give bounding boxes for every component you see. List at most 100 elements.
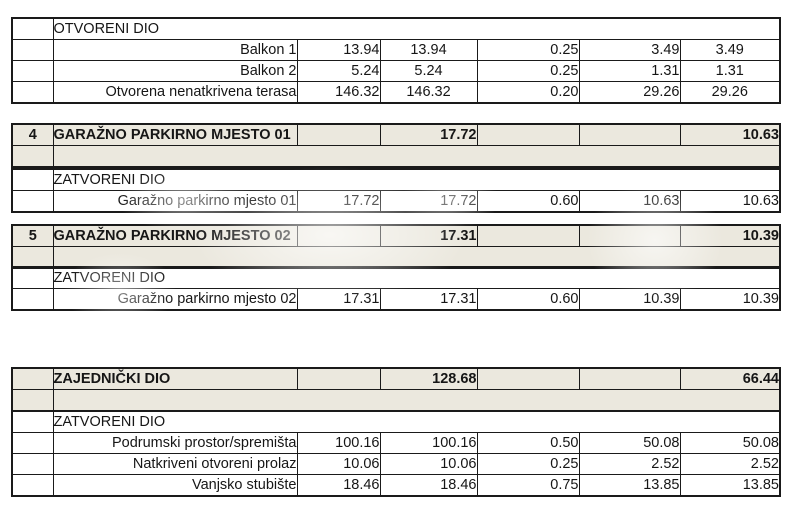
value-area: 17.72	[296, 190, 381, 213]
value-share: 1.31	[578, 60, 681, 82]
value-area-dup: 10.06	[379, 453, 478, 475]
row-number-cell	[11, 410, 54, 433]
value-area: 146.32	[296, 81, 381, 104]
row-number-cell	[11, 432, 54, 454]
row-number-cell	[11, 60, 54, 82]
item-label: Balkon 1	[52, 39, 298, 61]
subheader-label: ZATVORENI DIO	[52, 168, 781, 191]
section-zajednicki-header-block: ZAJEDNIČKI DIO 128.68 66.44	[11, 367, 781, 412]
row-number-cell	[11, 81, 54, 104]
value-area: 100.16	[296, 432, 381, 454]
section-total-area: 17.72	[379, 123, 478, 146]
spacer-row	[11, 145, 781, 168]
value-share: 50.08	[578, 432, 681, 454]
detail-row: Podrumski prostor/spremišta 100.16 100.1…	[11, 432, 781, 454]
detail-row: Garažno parkirno mjesto 01 17.72 17.72 0…	[11, 190, 781, 213]
row-number-cell	[11, 474, 54, 497]
section-title: GARAŽNO PARKIRNO MJESTO 02	[52, 224, 298, 247]
subheader-label: ZATVORENI DIO	[52, 410, 781, 433]
section-number: 4	[11, 123, 54, 146]
detail-row: Vanjsko stubište 18.46 18.46 0.75 13.85 …	[11, 474, 781, 497]
value-coefficient: 0.25	[476, 60, 580, 82]
section-title: GARAŽNO PARKIRNO MJESTO 01	[52, 123, 298, 146]
value-share-dup: 1.31	[679, 60, 781, 82]
value-coefficient: 0.25	[476, 39, 580, 61]
item-label: Garažno parkirno mjesto 02	[52, 288, 298, 311]
section-header-row: ZAJEDNIČKI DIO 128.68 66.44	[11, 367, 781, 390]
detail-row: Garažno parkirno mjesto 02 17.31 17.31 0…	[11, 288, 781, 311]
value-area: 13.94	[296, 39, 381, 61]
value-share-dup: 10.63	[679, 190, 781, 213]
row-number-cell	[11, 190, 54, 213]
section-4-header-block: 4 GARAŽNO PARKIRNO MJESTO 01 17.72 10.63	[11, 123, 781, 168]
section-total-share: 66.44	[679, 367, 781, 390]
value-coefficient: 0.20	[476, 81, 580, 104]
value-share: 29.26	[578, 81, 681, 104]
value-area-dup: 18.46	[379, 474, 478, 497]
value-coefficient: 0.25	[476, 453, 580, 475]
subheader-row: ZATVORENI DIO	[11, 266, 781, 289]
value-coefficient: 0.50	[476, 432, 580, 454]
detail-row: Balkon 1 13.94 13.94 0.25 3.49 3.49	[11, 39, 781, 61]
row-number-cell	[11, 288, 54, 311]
value-area: 5.24	[296, 60, 381, 82]
section-header-row: 5 GARAŽNO PARKIRNO MJESTO 02 17.31 10.39	[11, 224, 781, 247]
value-share-dup: 2.52	[679, 453, 781, 475]
item-label: Garažno parkirno mjesto 01	[52, 190, 298, 213]
value-area-dup: 5.24	[379, 60, 478, 82]
value-area-dup: 100.16	[379, 432, 478, 454]
section-zajednicki-detail-block: ZATVORENI DIO Podrumski prostor/spremišt…	[11, 410, 781, 497]
row-number-cell	[11, 39, 54, 61]
value-area-dup: 17.72	[379, 190, 478, 213]
value-area-dup: 146.32	[379, 81, 478, 104]
value-coefficient: 0.75	[476, 474, 580, 497]
value-share: 10.63	[578, 190, 681, 213]
row-number-cell	[11, 17, 54, 40]
value-share: 3.49	[578, 39, 681, 61]
detail-row: Balkon 2 5.24 5.24 0.25 1.31 1.31	[11, 60, 781, 82]
value-area-dup: 13.94	[379, 39, 478, 61]
subheader-row: ZATVORENI DIO	[11, 168, 781, 191]
value-coefficient: 0.60	[476, 190, 580, 213]
item-label: Vanjsko stubište	[52, 474, 298, 497]
item-label: Otvorena nenatkrivena terasa	[52, 81, 298, 104]
subheader-row: ZATVORENI DIO	[11, 410, 781, 433]
subheader-label: ZATVORENI DIO	[52, 266, 781, 289]
value-share: 10.39	[578, 288, 681, 311]
section-total-area: 17.31	[379, 224, 478, 247]
row-number-cell	[11, 168, 54, 191]
section-total-share: 10.63	[679, 123, 781, 146]
subheader-row: OTVORENI DIO	[11, 17, 781, 40]
row-number-cell	[11, 266, 54, 289]
section-header-row: 4 GARAŽNO PARKIRNO MJESTO 01 17.72 10.63	[11, 123, 781, 146]
value-area: 10.06	[296, 453, 381, 475]
section-4-detail-block: ZATVORENI DIO Garažno parkirno mjesto 01…	[11, 168, 781, 213]
section-total-share: 10.39	[679, 224, 781, 247]
spacer-row	[11, 246, 781, 269]
row-number-cell	[11, 453, 54, 475]
value-share-dup: 50.08	[679, 432, 781, 454]
section-title: ZAJEDNIČKI DIO	[52, 367, 298, 390]
section-total-area: 128.68	[379, 367, 478, 390]
spacer-row	[11, 389, 781, 412]
detail-row: Natkriveni otvoreni prolaz 10.06 10.06 0…	[11, 453, 781, 475]
value-share-dup: 13.85	[679, 474, 781, 497]
value-area: 18.46	[296, 474, 381, 497]
section-5-detail-block: ZATVORENI DIO Garažno parkirno mjesto 02…	[11, 266, 781, 311]
detail-row: Otvorena nenatkrivena terasa 146.32 146.…	[11, 81, 781, 104]
value-area-dup: 17.31	[379, 288, 478, 311]
value-share: 2.52	[578, 453, 681, 475]
subheader-label: OTVORENI DIO	[52, 17, 781, 40]
section-number	[11, 367, 54, 390]
value-share-dup: 10.39	[679, 288, 781, 311]
value-share: 13.85	[578, 474, 681, 497]
item-label: Balkon 2	[52, 60, 298, 82]
value-coefficient: 0.60	[476, 288, 580, 311]
item-label: Podrumski prostor/spremišta	[52, 432, 298, 454]
value-share-dup: 3.49	[679, 39, 781, 61]
section-5-header-block: 5 GARAŽNO PARKIRNO MJESTO 02 17.31 10.39	[11, 224, 781, 269]
value-area: 17.31	[296, 288, 381, 311]
item-label: Natkriveni otvoreni prolaz	[52, 453, 298, 475]
section-otvoreni-dio: OTVORENI DIO Balkon 1 13.94 13.94 0.25 3…	[11, 17, 781, 104]
